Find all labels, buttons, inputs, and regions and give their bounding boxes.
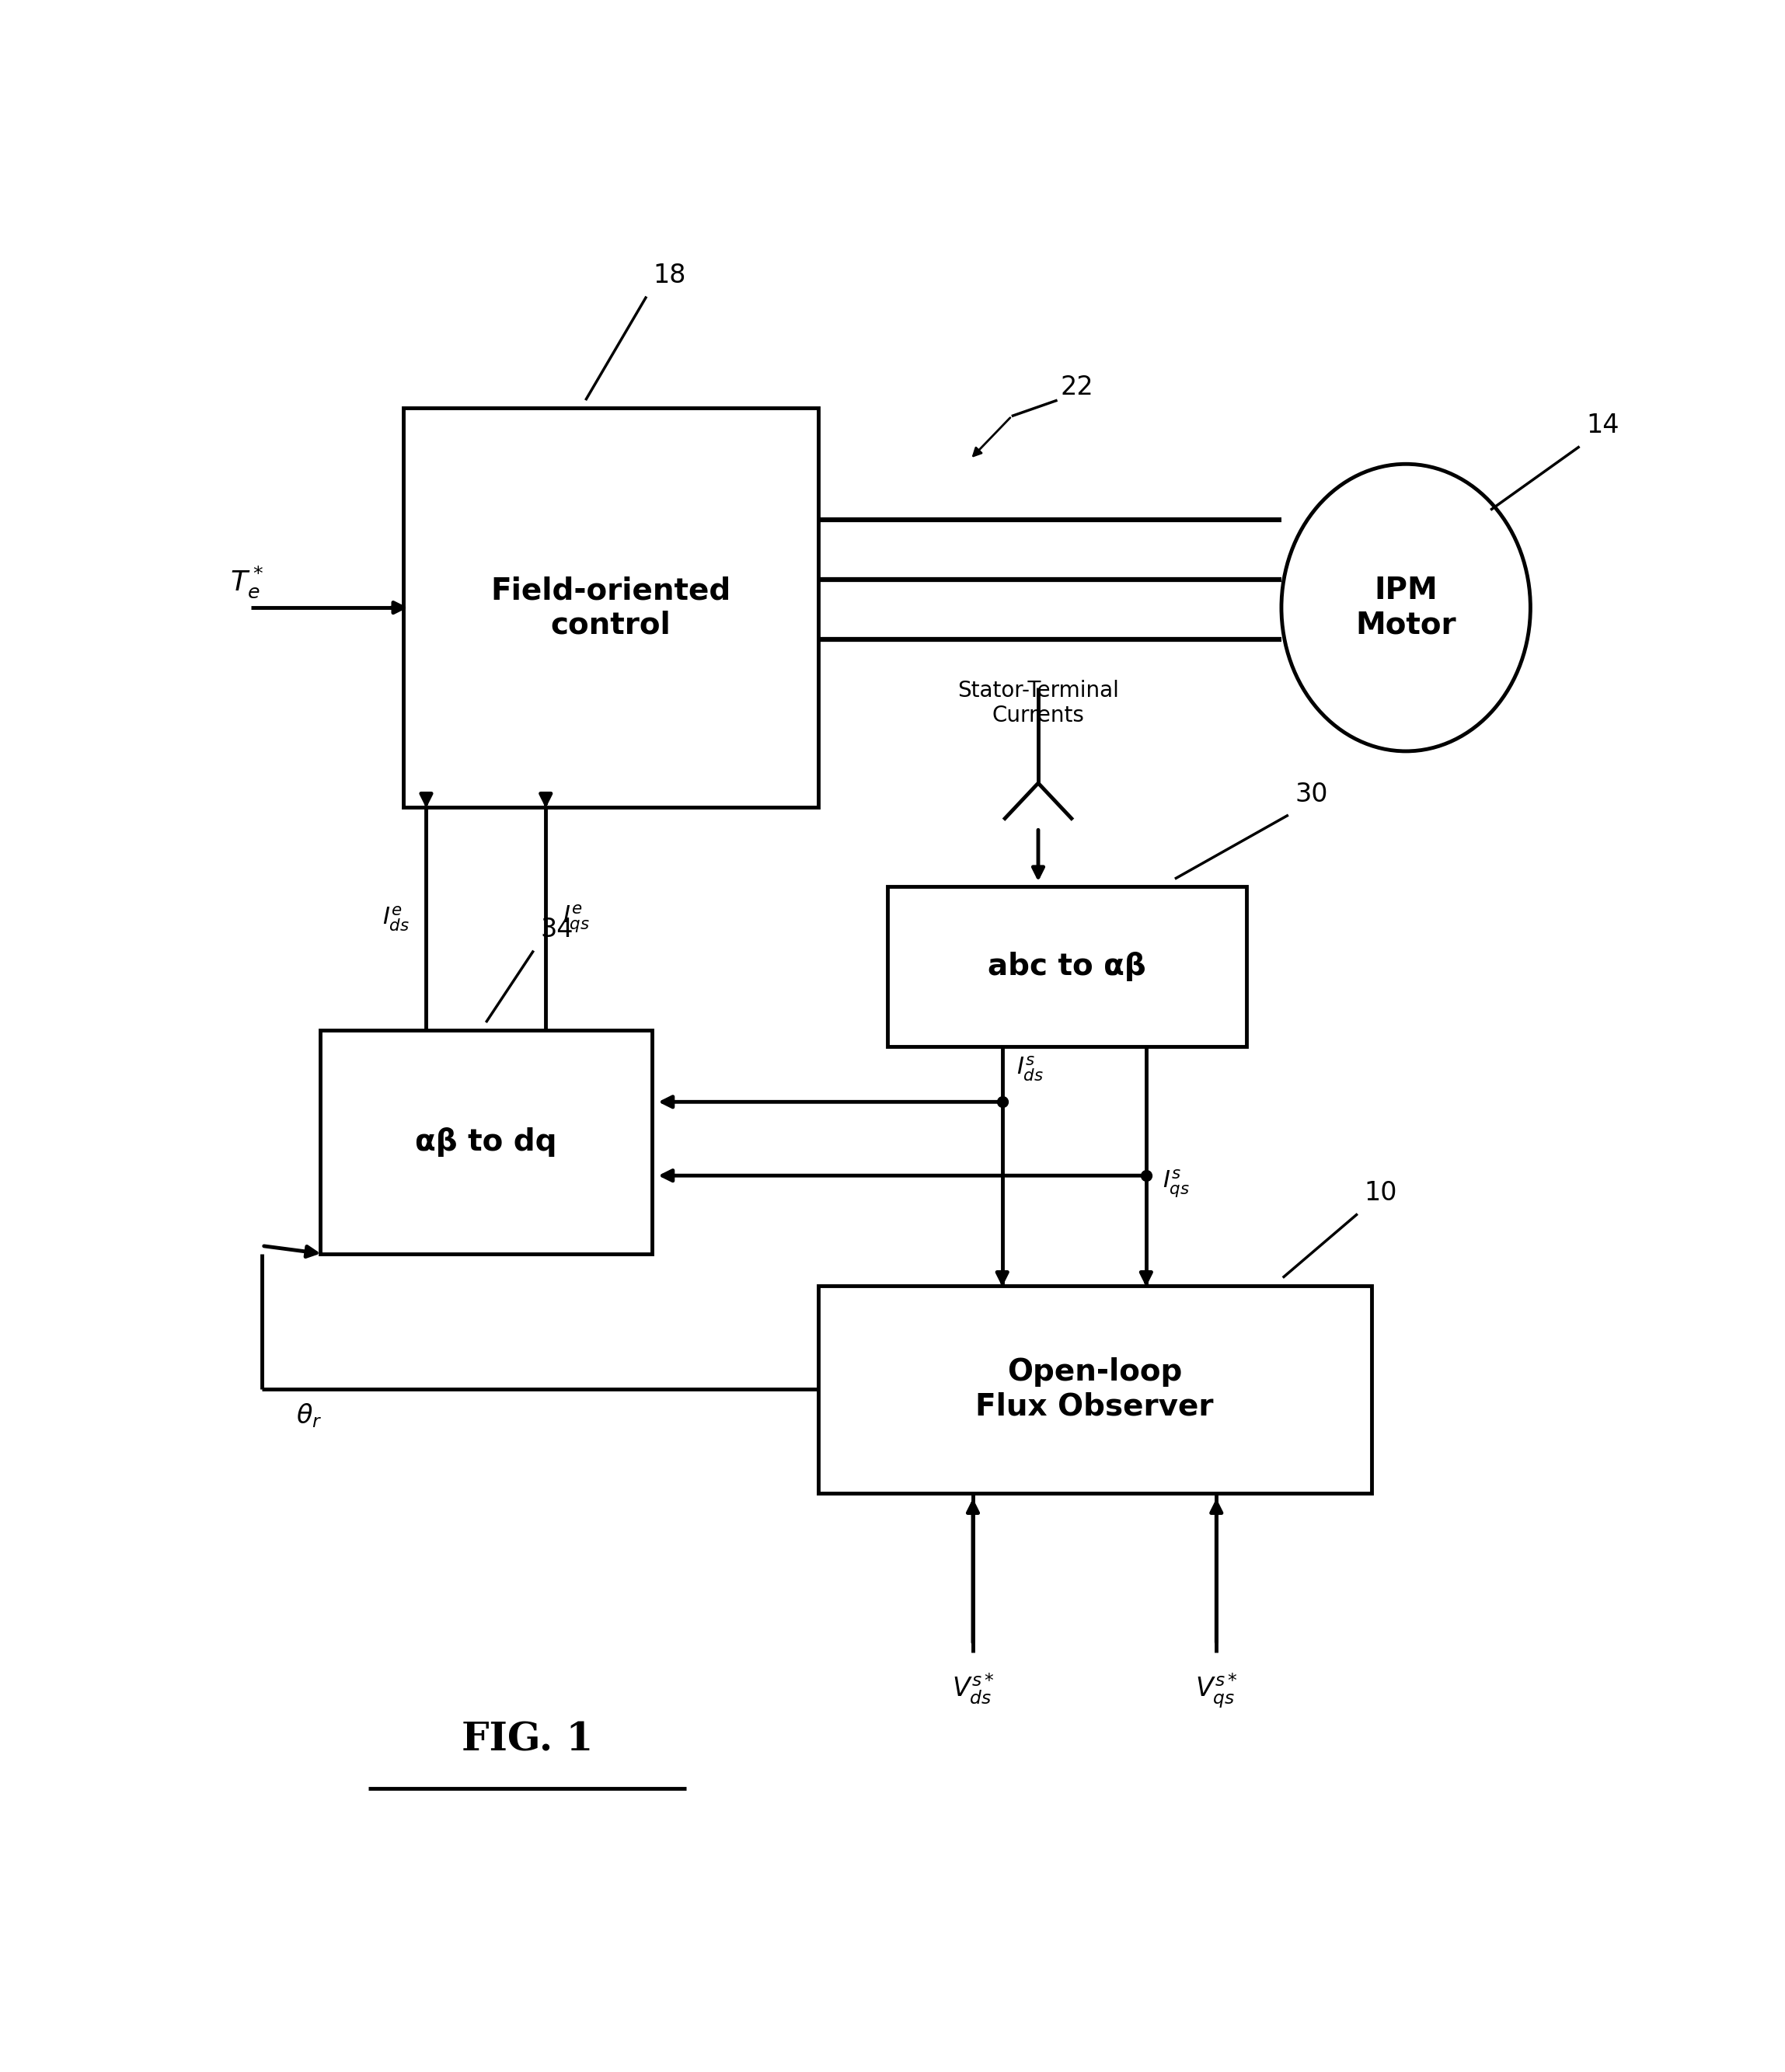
- Text: $I_{qs}^{s}$: $I_{qs}^{s}$: [1162, 1169, 1191, 1200]
- Text: IPM
Motor: IPM Motor: [1355, 576, 1457, 640]
- Text: $\theta_r$: $\theta_r$: [296, 1403, 323, 1430]
- Text: αβ to dq: αβ to dq: [416, 1127, 557, 1156]
- Text: 30: 30: [1296, 781, 1328, 806]
- Text: Field-oriented
control: Field-oriented control: [491, 576, 730, 640]
- Text: 10: 10: [1364, 1181, 1398, 1206]
- Bar: [320, 1030, 652, 1254]
- Text: $T_e^*$: $T_e^*$: [230, 564, 264, 599]
- Bar: [887, 887, 1246, 1046]
- Bar: [403, 408, 818, 806]
- Text: Stator-Terminal
Currents: Stator-Terminal Currents: [957, 680, 1119, 727]
- Text: FIG. 1: FIG. 1: [462, 1722, 593, 1759]
- Text: $I_{qs}^{e}$: $I_{qs}^{e}$: [562, 903, 589, 934]
- Text: 14: 14: [1587, 412, 1619, 439]
- Text: $I_{ds}^{s}$: $I_{ds}^{s}$: [1016, 1055, 1044, 1084]
- Text: $V_{ds}^{s*}$: $V_{ds}^{s*}$: [951, 1672, 994, 1705]
- Text: 34: 34: [541, 918, 573, 943]
- Text: $V_{qs}^{s*}$: $V_{qs}^{s*}$: [1194, 1672, 1237, 1709]
- Text: abc to αβ: abc to αβ: [987, 951, 1146, 982]
- Text: $I_{ds}^{e}$: $I_{ds}^{e}$: [382, 905, 409, 932]
- Text: 18: 18: [653, 263, 685, 288]
- Text: Open-loop
Flux Observer: Open-loop Flux Observer: [976, 1357, 1214, 1421]
- Text: 22: 22: [1060, 375, 1092, 400]
- Bar: [818, 1285, 1371, 1494]
